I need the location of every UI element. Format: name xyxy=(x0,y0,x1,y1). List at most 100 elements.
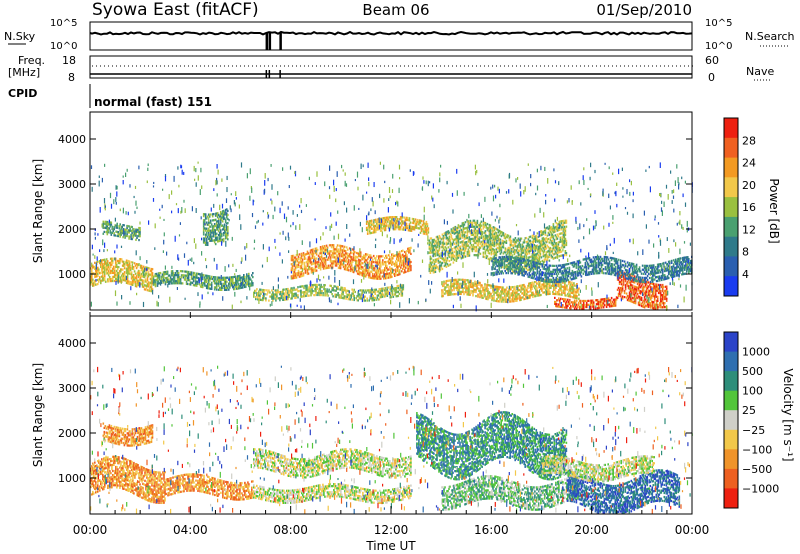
echo-cell xyxy=(476,250,478,252)
echo-cell xyxy=(122,269,124,271)
echo-cell xyxy=(468,288,470,290)
echo-cell xyxy=(312,286,314,288)
echo-cell xyxy=(337,244,339,246)
echo-cell xyxy=(382,221,384,223)
echo-cell xyxy=(342,245,344,247)
freq-panel: Freq. [MHz] 18 8 60 0 Nave xyxy=(8,54,774,84)
echo-cell xyxy=(458,243,460,245)
echo-cell xyxy=(431,258,433,260)
echo-cell xyxy=(484,256,486,258)
echo-cell xyxy=(399,293,401,295)
echo-cell xyxy=(472,224,474,226)
echo-cell xyxy=(210,220,212,222)
echo-cell xyxy=(245,286,247,288)
echo-cell xyxy=(346,246,348,248)
echo-cell xyxy=(348,269,350,271)
echo-cell xyxy=(238,283,240,285)
echo-cell xyxy=(423,220,425,222)
echo-cell xyxy=(205,236,207,238)
echo-cell xyxy=(398,287,400,289)
echo-cell xyxy=(103,233,105,235)
echo-cell xyxy=(470,240,472,242)
echo-cell xyxy=(224,226,226,228)
echo-cell xyxy=(316,266,318,268)
echo-cell xyxy=(185,277,187,279)
echo-cell xyxy=(399,263,401,265)
echo-cell xyxy=(566,222,568,224)
echo-cell xyxy=(527,253,529,255)
echo-cell xyxy=(550,287,552,289)
echo-cell xyxy=(561,294,563,296)
echo-cell xyxy=(167,271,169,273)
echo-cell xyxy=(207,236,209,238)
echo-cell xyxy=(490,224,492,226)
nsky-label: N.Sky xyxy=(4,30,36,43)
echo-cell xyxy=(340,251,342,253)
echo-cell xyxy=(572,286,574,288)
echo-cell xyxy=(265,297,267,299)
echo-cell xyxy=(460,235,462,237)
echo-cell xyxy=(135,235,137,237)
echo-cell xyxy=(188,275,190,277)
echo-cell xyxy=(325,294,327,296)
echo-cell xyxy=(390,286,392,288)
echo-cell xyxy=(380,263,382,265)
echo-cell xyxy=(355,297,357,299)
echo-cell xyxy=(509,249,511,251)
echo-cell xyxy=(511,240,513,242)
echo-cell xyxy=(569,299,571,301)
echo-cell xyxy=(167,273,169,275)
echo-cell xyxy=(380,265,382,267)
echo-cell xyxy=(377,259,379,261)
echo-cell xyxy=(566,242,568,244)
echo-cell xyxy=(520,299,522,301)
echo-cell xyxy=(318,284,320,286)
echo-cell xyxy=(393,296,395,298)
echo-cell xyxy=(227,214,229,216)
echo-cell xyxy=(512,296,514,298)
echo-cell xyxy=(292,289,294,291)
echo-cell xyxy=(351,252,353,254)
echo-cell xyxy=(275,299,277,301)
echo-cell xyxy=(129,261,131,263)
echo-cell xyxy=(293,255,295,257)
echo-cell xyxy=(505,297,507,299)
echo-cell xyxy=(132,262,134,264)
echo-cell xyxy=(298,266,300,268)
echo-cell xyxy=(98,268,100,270)
echo-cell xyxy=(573,282,575,284)
echo-cell xyxy=(212,278,214,280)
echo-cell xyxy=(428,231,430,233)
echo-cell xyxy=(472,282,474,284)
echo-cell xyxy=(378,294,380,296)
echo-cell xyxy=(540,294,542,296)
echo-cell xyxy=(354,291,356,293)
echo-cell xyxy=(447,286,449,288)
echo-cell xyxy=(454,259,456,261)
echo-cell xyxy=(464,252,466,254)
echo-cell xyxy=(369,228,371,230)
echo-cell xyxy=(353,297,355,299)
echo-cell xyxy=(112,270,114,272)
echo-cell xyxy=(185,279,187,281)
echo-cell xyxy=(227,226,229,228)
echo-cell xyxy=(353,289,355,291)
echo-cell xyxy=(116,227,118,229)
echo-cell xyxy=(206,240,208,242)
echo-cell xyxy=(469,255,471,257)
echo-cell xyxy=(334,285,336,287)
echo-cell xyxy=(134,270,136,272)
echo-cell xyxy=(410,247,412,249)
echo-cell xyxy=(375,259,377,261)
echo-cell xyxy=(430,250,432,252)
echo-cell xyxy=(357,299,359,301)
echo-cell xyxy=(333,254,335,256)
echo-cell xyxy=(275,289,277,291)
echo-cell xyxy=(191,274,193,276)
echo-cell xyxy=(305,257,307,259)
echo-cell xyxy=(328,257,330,259)
noise-gap xyxy=(266,33,282,50)
echo-cell xyxy=(232,278,234,280)
echo-cell xyxy=(311,292,313,294)
echo-cell xyxy=(403,227,405,229)
